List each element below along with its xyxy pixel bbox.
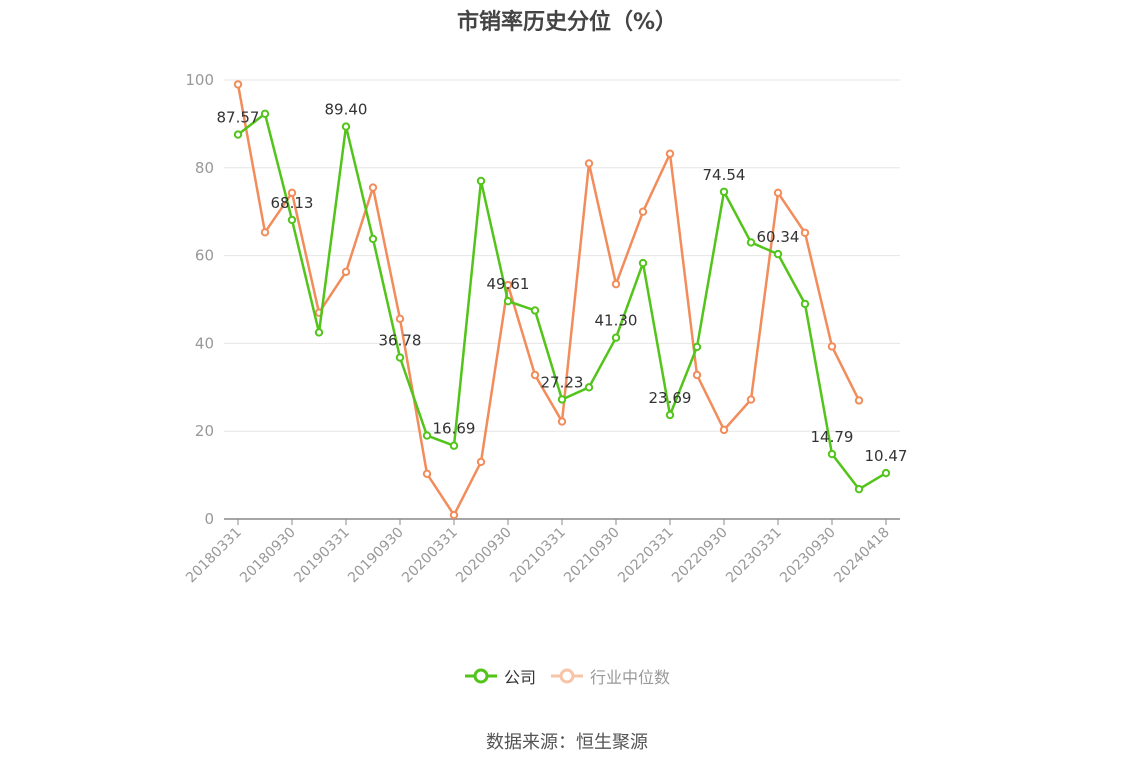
industry-data-point — [638, 207, 648, 216]
x-tick-label: 20220930 — [669, 525, 731, 587]
legend-company-marker-icon — [464, 668, 497, 684]
company-data-point — [665, 410, 675, 420]
industry-data-point — [827, 342, 837, 351]
industry-data-point — [530, 370, 540, 380]
industry-data-point — [422, 469, 432, 478]
industry-data-point — [368, 183, 378, 192]
legend-item-industry[interactable]: 行业中位数 — [550, 664, 670, 688]
company-data-point — [611, 333, 621, 342]
data-label: 49.61 — [487, 275, 530, 293]
industry-data-point — [341, 267, 351, 277]
company-data-point — [260, 109, 270, 119]
x-tick-label: 20230930 — [777, 525, 839, 587]
company-data-point — [827, 449, 837, 459]
data-label: 23.69 — [649, 389, 692, 407]
industry-data-point — [773, 188, 783, 198]
y-tick-label: 40 — [195, 334, 214, 352]
data-label: 68.13 — [271, 194, 314, 212]
company-data-point — [503, 297, 513, 306]
industry-data-point — [719, 425, 729, 435]
industry-data-point — [584, 159, 594, 168]
industry-data-point — [476, 457, 486, 467]
industry-series-line — [236, 84, 861, 517]
legend-industry-marker-icon — [551, 668, 583, 684]
company-data-point — [233, 130, 243, 139]
x-tick-label: 20210930 — [561, 525, 623, 587]
company-data-point — [692, 342, 702, 352]
legend-label-company: 公司 — [503, 668, 536, 687]
industry-data-point — [233, 80, 243, 89]
industry-data-point — [260, 228, 270, 237]
data-label: 60.34 — [757, 228, 800, 246]
x-tick-label: 20240418 — [831, 525, 893, 587]
company-data-point — [746, 238, 756, 247]
x-tick-label: 20210331 — [507, 525, 569, 587]
data-label: 14.79 — [811, 428, 854, 446]
company-data-point — [530, 306, 540, 315]
company-series-line — [237, 112, 887, 491]
data-label: 89.40 — [325, 101, 368, 119]
company-data-point — [557, 395, 567, 404]
x-tick-label: 20190331 — [291, 525, 353, 587]
y-tick-label: 20 — [195, 422, 214, 440]
company-data-point — [287, 215, 297, 225]
x-tick-label: 20230331 — [723, 525, 785, 587]
x-tick-label: 20200930 — [453, 525, 515, 587]
legend-label-industry: 行业中位数 — [590, 668, 671, 687]
industry-data-point — [692, 370, 702, 380]
industry-data-point — [395, 314, 405, 324]
industry-data-point — [800, 228, 810, 237]
company-data-point — [881, 468, 891, 478]
x-tick-label: 20180930 — [237, 525, 299, 587]
company-data-point — [341, 122, 351, 131]
y-tick-label: 0 — [204, 510, 214, 528]
data-label: 41.30 — [595, 312, 638, 330]
industry-data-point — [854, 396, 864, 405]
company-data-point — [314, 328, 324, 337]
company-data-point — [773, 249, 783, 259]
company-data-point — [800, 299, 810, 309]
x-tick-label: 20180331 — [183, 525, 245, 587]
x-tick-label: 20220331 — [615, 525, 677, 587]
company-data-point — [719, 187, 729, 196]
legend-item-company[interactable]: 公司 — [464, 664, 536, 688]
x-tick-label: 20200331 — [399, 525, 461, 587]
data-source: 数据来源：恒生聚源 — [486, 732, 648, 753]
data-label: 87.57 — [217, 109, 260, 127]
company-data-point — [422, 431, 432, 440]
data-label: 27.23 — [541, 373, 584, 391]
y-tick-label: 80 — [195, 159, 214, 177]
data-label: 16.69 — [433, 420, 476, 438]
industry-data-point — [557, 417, 567, 426]
industry-data-point — [665, 149, 675, 158]
y-tick-label: 60 — [195, 247, 214, 265]
industry-data-point — [287, 188, 297, 198]
company-data-point — [395, 353, 405, 362]
company-data-point — [854, 484, 864, 494]
chart-title: 市销率历史分位（%） — [456, 10, 678, 35]
company-data-point — [368, 234, 378, 244]
y-tick-label: 100 — [185, 71, 214, 89]
industry-data-point — [746, 395, 756, 404]
company-data-point — [638, 258, 648, 268]
legend: 公司 行业中位数 — [0, 664, 1134, 688]
data-label: 10.47 — [865, 447, 908, 465]
data-label: 36.78 — [379, 332, 422, 350]
company-data-point — [584, 383, 594, 392]
data-label: 74.54 — [703, 166, 746, 184]
company-data-point — [449, 441, 459, 450]
industry-data-point — [449, 510, 459, 520]
industry-data-point — [611, 279, 621, 289]
company-data-point — [476, 176, 486, 186]
x-tick-label: 20190930 — [345, 525, 407, 587]
